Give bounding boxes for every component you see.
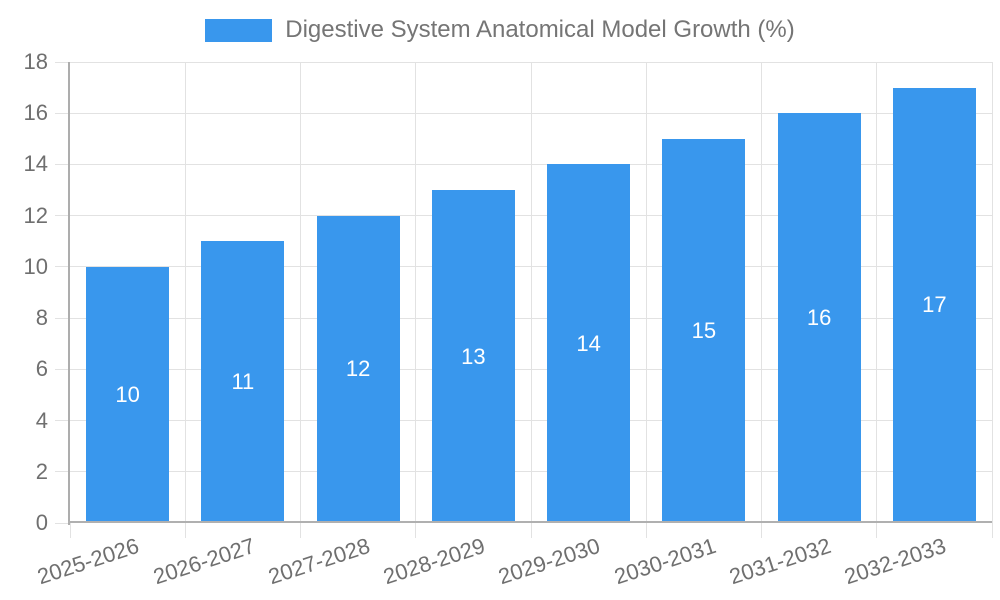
gridline-vertical xyxy=(530,62,532,523)
x-tick-mark xyxy=(761,523,762,538)
x-tick-mark xyxy=(184,523,186,538)
gridline-vertical xyxy=(876,62,878,523)
y-tick-label: 14 xyxy=(23,151,48,177)
gridline-vertical xyxy=(415,62,417,523)
x-axis-label: 2027-2028 xyxy=(265,533,373,590)
x-tick-mark xyxy=(300,523,301,538)
bar-2026-2027[interactable]: 11 xyxy=(201,241,285,523)
bar-value-label: 10 xyxy=(115,381,140,407)
x-axis-label: 2032-2033 xyxy=(841,533,950,590)
y-tick-label: 16 xyxy=(23,100,48,126)
y-tick-label: 8 xyxy=(35,305,48,331)
x-axis-line xyxy=(68,521,992,523)
gridline-vertical xyxy=(300,62,301,523)
bar-2027-2028[interactable]: 12 xyxy=(316,215,400,523)
plot-area: 10 11 12 13 14 15 16 17 xyxy=(55,61,993,538)
bar-2030-2031[interactable]: 15 xyxy=(662,138,746,523)
gridline-vertical xyxy=(184,62,186,523)
x-axis-label: 2030-2031 xyxy=(610,533,719,590)
x-axis-label: 2025-2026 xyxy=(34,533,143,590)
bar-value-label: 17 xyxy=(922,292,947,318)
bar-2025-2026[interactable]: 10 xyxy=(86,266,170,523)
x-tick-mark xyxy=(876,523,878,538)
bar-value-label: 16 xyxy=(806,305,832,331)
gridline-vertical xyxy=(645,62,647,523)
bar-2032-2033[interactable]: 17 xyxy=(892,87,976,523)
bar-2028-2029[interactable]: 13 xyxy=(431,190,515,523)
y-tick-mark xyxy=(55,266,70,268)
y-tick-label: 4 xyxy=(35,407,48,433)
y-tick-mark xyxy=(55,61,70,63)
gridline-vertical xyxy=(991,62,993,523)
legend-swatch xyxy=(205,18,273,42)
y-tick-label: 6 xyxy=(35,356,48,382)
y-axis-line xyxy=(68,62,70,525)
x-axis-label: 2031-2032 xyxy=(726,533,834,590)
y-tick-label: 2 xyxy=(35,458,48,484)
y-tick-label: 10 xyxy=(23,253,48,279)
x-axis-label: 2028-2029 xyxy=(380,533,489,590)
x-tick-mark xyxy=(530,523,532,538)
x-tick-mark xyxy=(69,523,71,538)
x-tick-mark xyxy=(991,523,993,538)
bar-value-label: 11 xyxy=(231,369,255,395)
y-tick-mark xyxy=(55,420,70,422)
bar-2029-2030[interactable]: 14 xyxy=(547,164,631,523)
y-tick-mark xyxy=(55,163,70,165)
x-axis-label: 2029-2030 xyxy=(495,533,604,590)
y-tick-label: 18 xyxy=(23,49,48,74)
y-tick-label: 12 xyxy=(23,202,48,228)
y-tick-mark xyxy=(55,471,70,473)
y-tick-mark xyxy=(55,317,70,319)
bar-value-label: 14 xyxy=(576,330,601,356)
y-tick-mark xyxy=(55,112,70,114)
y-tick-mark xyxy=(55,215,70,217)
y-tick-label: 0 xyxy=(35,510,48,535)
x-tick-mark xyxy=(645,523,647,538)
x-axis-label: 2026-2027 xyxy=(149,533,258,590)
chart-legend[interactable]: Digestive System Anatomical Model Growth… xyxy=(0,16,1000,44)
bar-value-label: 15 xyxy=(691,317,717,343)
bar-2031-2032[interactable]: 16 xyxy=(777,113,861,523)
bar-value-label: 12 xyxy=(345,356,371,382)
y-tick-mark xyxy=(55,522,70,524)
y-tick-mark xyxy=(55,368,70,370)
bar-value-label: 13 xyxy=(461,343,486,369)
x-tick-mark xyxy=(415,523,417,538)
chart-title: Digestive System Anatomical Model Growth… xyxy=(285,16,795,43)
gridline-vertical xyxy=(761,62,762,523)
